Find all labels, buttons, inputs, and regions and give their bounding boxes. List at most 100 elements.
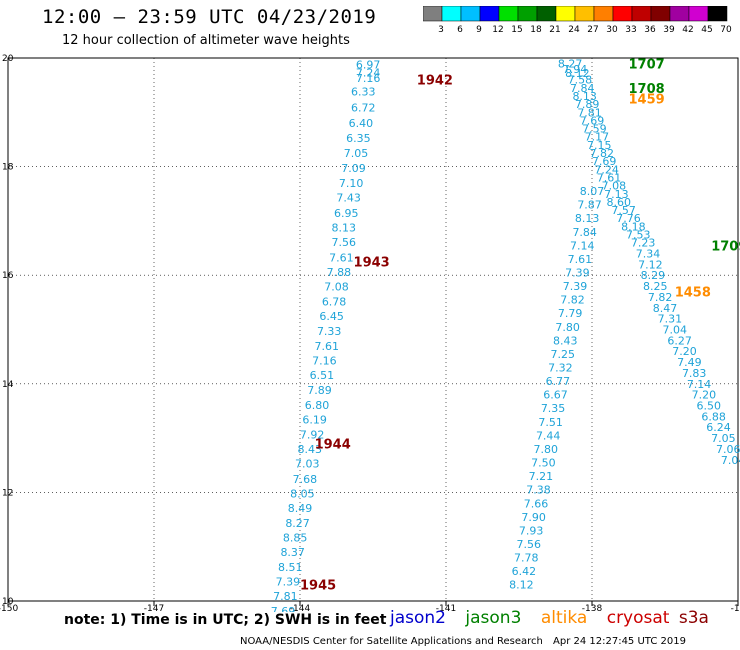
swh-value-label: 6.40 bbox=[349, 117, 374, 130]
swh-value-label: 7.03 bbox=[295, 458, 320, 471]
swh-value-label: 7.17 bbox=[585, 131, 610, 144]
swh-value-label: 7.61 bbox=[568, 253, 593, 266]
swh-value-label: 7.82 bbox=[589, 147, 614, 160]
pass-time-label: 1942 bbox=[417, 74, 453, 89]
swh-value-label: 7.87 bbox=[577, 199, 602, 212]
pass-time-label: 1458 bbox=[675, 285, 711, 300]
swh-value-label: 7.20 bbox=[672, 345, 697, 358]
swh-value-label: 7.14 bbox=[687, 378, 712, 391]
swh-value-label: 7.80 bbox=[555, 321, 580, 334]
y-tick-label: 10 bbox=[2, 597, 14, 607]
swh-value-label: 8.43 bbox=[297, 443, 322, 456]
x-tick-label: -13 bbox=[731, 604, 740, 612]
x-tick-label: -144 bbox=[290, 604, 311, 612]
swh-value-label: 8.43 bbox=[553, 334, 578, 347]
swh-value-label: 7.94 bbox=[563, 63, 588, 76]
swh-value-label: 7.59 bbox=[582, 123, 607, 136]
swh-value-label: 7.44 bbox=[536, 429, 561, 442]
swh-value-label: 7.51 bbox=[538, 416, 563, 429]
swh-value-label: 7.32 bbox=[548, 362, 573, 375]
swh-value-label: 8.12 bbox=[565, 67, 590, 80]
swh-value-label: 6.72 bbox=[351, 101, 376, 114]
swh-value-label: 7.82 bbox=[648, 291, 673, 304]
swh-value-label: 7.81 bbox=[577, 106, 602, 119]
swh-value-label: 6.78 bbox=[322, 295, 347, 308]
swh-value-label: 7.08 bbox=[324, 281, 349, 294]
y-tick-label: 18 bbox=[2, 163, 14, 173]
swh-value-label: 7.09 bbox=[341, 162, 366, 175]
colorbar-tick-label: 24 bbox=[568, 25, 580, 34]
swh-value-label: 7.13 bbox=[604, 188, 629, 201]
swh-value-label: 6.97 bbox=[356, 59, 381, 72]
footer-note: note: 1) Time is in UTC; 2) SWH is in fe… bbox=[64, 612, 387, 628]
swh-value-label: 6.88 bbox=[701, 410, 726, 423]
satellite-legend: jason2 jason3 altika cryosat s3a bbox=[390, 608, 723, 628]
swh-value-label: 6.45 bbox=[319, 310, 344, 323]
swh-value-label: 7.69 bbox=[580, 114, 605, 127]
y-tick-label: 20 bbox=[2, 54, 14, 64]
colorbar-tick-label: 3 bbox=[438, 25, 444, 34]
swh-value-label: 8.37 bbox=[280, 546, 305, 559]
colorbar-tick-label: 6 bbox=[457, 25, 463, 34]
swh-value-label: 7.58 bbox=[568, 74, 593, 87]
y-tick-label: 16 bbox=[2, 271, 14, 281]
swh-value-label: 7.35 bbox=[541, 402, 566, 415]
swh-value-label: 7.34 bbox=[636, 247, 661, 260]
legend-jason3: jason3 bbox=[465, 608, 522, 628]
swh-value-label: 7.06 bbox=[716, 443, 740, 456]
pass-time-label: 1945 bbox=[300, 579, 336, 594]
swh-value-label: 7.68 bbox=[293, 473, 318, 486]
swh-value-label: 7.16 bbox=[356, 72, 381, 85]
swh-value-label: 6.42 bbox=[512, 565, 537, 578]
swh-value-label: 7.61 bbox=[329, 251, 354, 264]
colorbar-tick-label: 33 bbox=[625, 25, 636, 34]
swh-value-label: 7.39 bbox=[565, 266, 590, 279]
colorbar-tick-label: 21 bbox=[549, 25, 560, 34]
swh-value-label: 7.69 bbox=[271, 605, 296, 612]
pass-time-label: 1943 bbox=[354, 256, 390, 271]
swh-value-label: 8.60 bbox=[607, 196, 632, 209]
swh-value-label: 8.05 bbox=[290, 487, 315, 500]
plot-frame bbox=[7, 57, 739, 602]
x-tick-label: -138 bbox=[582, 604, 603, 612]
swh-value-label: 8.07 bbox=[580, 185, 605, 198]
colorbar-tick-label: 12 bbox=[492, 25, 503, 34]
swh-value-label: 7.69 bbox=[592, 155, 617, 168]
colorbar-tick-label: 36 bbox=[644, 25, 656, 34]
x-tick-label: -150 bbox=[0, 604, 18, 612]
swh-value-label: 7.20 bbox=[692, 389, 717, 402]
swh-value-label: 7.39 bbox=[276, 575, 301, 588]
swh-value-label: 8.13 bbox=[572, 90, 597, 103]
swh-value-label: 7.89 bbox=[575, 98, 600, 111]
swh-value-label: 7.24 bbox=[356, 67, 381, 80]
swh-value-label: 6.33 bbox=[351, 86, 376, 99]
swh-value-label: 7.39 bbox=[563, 280, 588, 293]
swh-value-label: 7.53 bbox=[626, 228, 651, 241]
pass-time-label: 1707 bbox=[629, 57, 665, 72]
swh-value-label: 7.78 bbox=[514, 552, 539, 565]
swh-value-label: 7.66 bbox=[524, 497, 549, 510]
swh-value-label: 6.35 bbox=[346, 132, 371, 145]
swh-value-label: 7.23 bbox=[631, 237, 656, 250]
pass-time-label: 1708 bbox=[629, 82, 665, 97]
page-subtitle: 12 hour collection of altimeter wave hei… bbox=[62, 33, 350, 48]
swh-value-label: 7.92 bbox=[300, 428, 325, 441]
swh-value-label: 8.27 bbox=[285, 517, 310, 530]
colorbar-tick-label: 9 bbox=[476, 25, 482, 34]
swh-value-label: 8.49 bbox=[288, 502, 313, 515]
swh-value-label: 7.49 bbox=[677, 356, 702, 369]
legend-jason2: jason2 bbox=[390, 608, 446, 628]
swh-value-label: 7.81 bbox=[273, 590, 298, 603]
swh-value-label: 7.25 bbox=[551, 348, 576, 361]
legend-s3a: s3a bbox=[678, 608, 709, 628]
swh-value-label: 8.13 bbox=[332, 221, 357, 234]
swh-value-label: 7.76 bbox=[616, 212, 641, 225]
swh-value-label: 7.84 bbox=[570, 82, 595, 95]
swh-value-label: 6.50 bbox=[697, 400, 722, 413]
swh-value-label: 7.88 bbox=[327, 266, 352, 279]
page-title: 12:00 — 23:59 UTC 04/23/2019 bbox=[42, 6, 377, 28]
swh-value-label: 7.79 bbox=[558, 307, 583, 320]
swh-value-label: 7.16 bbox=[312, 354, 337, 367]
swh-value-label: 7.05 bbox=[344, 147, 369, 160]
timestamp: Apr 24 12:27:45 UTC 2019 bbox=[553, 636, 686, 647]
